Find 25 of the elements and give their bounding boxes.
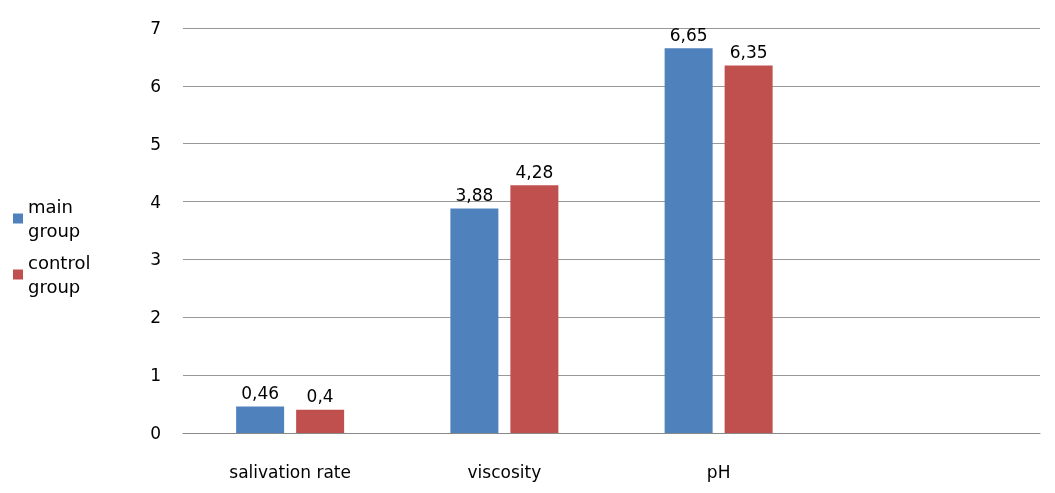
data-label: 4,28 (515, 161, 554, 182)
data-label: 6,65 (669, 24, 708, 45)
y-tick-label: 2 (150, 307, 161, 328)
y-tick-label: 7 (150, 18, 161, 38)
y-tick-label: 0 (150, 423, 161, 443)
x-tick-label: viscosity (467, 461, 542, 482)
y-tick-label: 5 (150, 133, 161, 154)
data-label: 0,46 (241, 382, 280, 403)
bar (664, 48, 713, 433)
bar (296, 409, 345, 433)
bar (724, 65, 773, 433)
bar (450, 208, 499, 433)
x-tick-label: pH (706, 461, 731, 482)
legend-label: control group (28, 252, 97, 297)
y-tick-label: 6 (150, 75, 161, 96)
bar (236, 406, 285, 433)
data-label: 3,88 (455, 185, 494, 206)
y-tick-label: 4 (150, 191, 161, 212)
bar (510, 185, 559, 433)
legend-label: main group (28, 196, 81, 241)
data-label: 6,35 (729, 42, 768, 63)
y-tick-label: 3 (150, 249, 161, 270)
data-label: 0,4 (306, 386, 334, 407)
x-tick-label: salivation rate (229, 461, 351, 482)
y-tick-label: 1 (150, 365, 161, 386)
